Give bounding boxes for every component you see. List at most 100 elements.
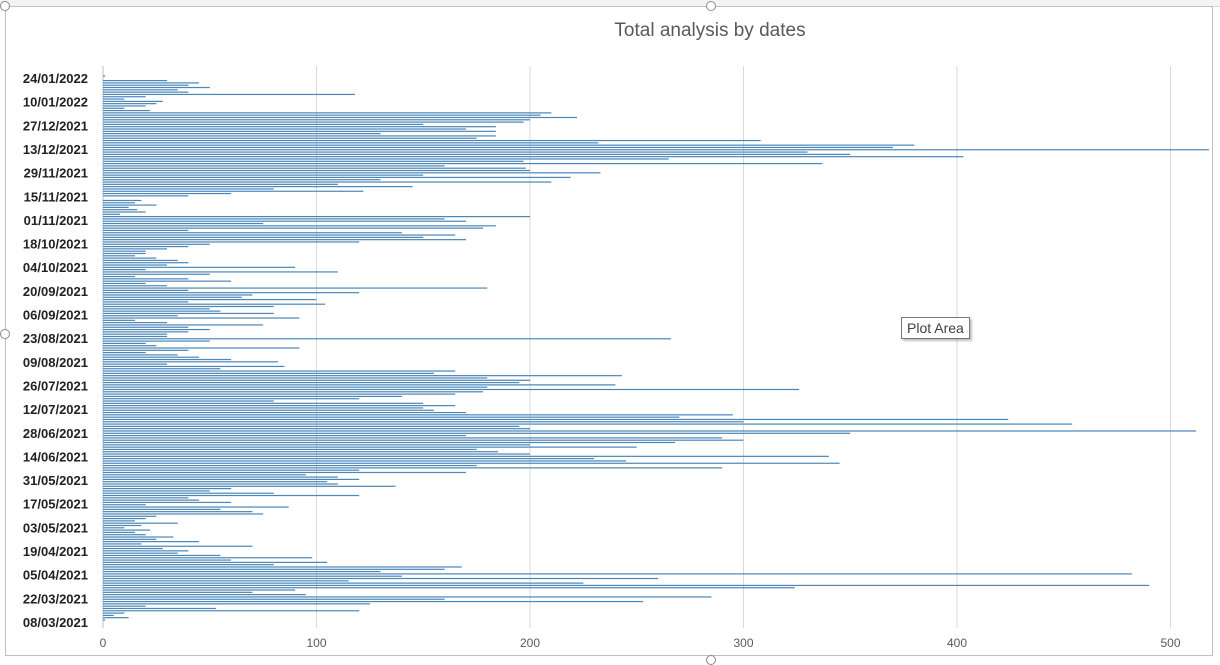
bar[interactable] [103,384,616,386]
bar[interactable] [103,126,496,128]
bar[interactable] [103,298,317,301]
bar[interactable] [103,278,189,280]
bar[interactable] [103,418,1009,421]
bar[interactable] [103,315,178,317]
bar[interactable] [103,82,200,84]
bar[interactable] [103,506,289,508]
bar[interactable] [103,213,121,215]
bar[interactable] [103,190,364,192]
resize-handle-middle-left[interactable] [0,329,10,339]
bar[interactable] [103,388,800,391]
bar[interactable] [103,425,520,427]
bar[interactable] [103,91,189,93]
bar[interactable] [103,186,413,188]
bar[interactable] [103,485,396,487]
bar[interactable] [103,195,189,197]
bar[interactable] [103,386,488,388]
bar[interactable] [103,275,136,278]
bar[interactable] [103,328,210,331]
bar[interactable] [103,517,146,520]
bar[interactable] [103,135,496,137]
bar[interactable] [103,160,524,162]
bar[interactable] [103,149,1209,151]
bar[interactable] [103,296,242,298]
bar[interactable] [103,271,338,273]
bar[interactable] [103,211,146,213]
bar[interactable] [103,455,829,457]
bar[interactable] [103,451,498,453]
bar[interactable] [103,471,466,474]
bar[interactable] [103,156,964,158]
bar[interactable] [103,564,274,566]
bar[interactable] [103,84,189,86]
bar[interactable] [103,310,221,312]
bar[interactable] [103,504,146,506]
bar[interactable] [103,119,530,121]
bar[interactable] [103,252,146,255]
bar[interactable] [103,407,424,409]
bar[interactable] [103,151,808,153]
bar[interactable] [103,391,484,393]
bar[interactable] [103,552,178,554]
bar[interactable] [103,192,232,195]
bar[interactable] [103,354,178,356]
bar[interactable] [103,377,488,379]
bar[interactable] [103,292,360,294]
bar[interactable] [103,541,200,543]
bar[interactable] [103,345,157,347]
bar[interactable] [103,121,524,123]
chart-title[interactable]: Total analysis by dates [614,20,806,41]
bar[interactable] [103,107,125,109]
bar[interactable] [103,301,189,303]
bar[interactable] [103,269,146,271]
bar[interactable] [103,573,1133,575]
bar[interactable] [103,308,210,310]
bar[interactable] [103,582,584,584]
bar[interactable] [103,464,477,467]
bar[interactable] [103,331,189,333]
bar[interactable] [103,409,434,411]
bar[interactable] [103,181,552,183]
bar[interactable] [103,322,168,324]
bar[interactable] [103,264,168,266]
bar[interactable] [103,439,744,441]
bar[interactable] [103,589,296,591]
bar[interactable] [103,340,210,342]
bar[interactable] [103,319,136,321]
bar[interactable] [103,481,328,483]
bar[interactable] [103,142,599,144]
bar[interactable] [103,241,360,243]
bar[interactable] [103,153,851,155]
resize-handle-top-center[interactable] [706,1,716,11]
bar[interactable] [103,162,823,165]
bar[interactable] [103,257,157,259]
bar[interactable] [103,600,644,603]
bar[interactable] [103,338,671,340]
bar[interactable] [103,109,150,112]
bar[interactable] [103,522,178,524]
bar[interactable] [103,356,200,358]
bar[interactable] [103,499,200,501]
bar[interactable] [103,204,157,206]
bar[interactable] [103,554,221,557]
bar[interactable] [103,158,669,160]
bar[interactable] [103,172,601,174]
bar[interactable] [103,559,232,561]
bar[interactable] [103,202,136,204]
bar[interactable] [103,529,150,531]
bar[interactable] [103,603,370,605]
bar[interactable] [103,414,733,416]
bar[interactable] [103,285,168,287]
bar[interactable] [103,557,313,559]
bar[interactable] [103,448,477,451]
bar[interactable] [103,103,157,105]
bar[interactable] [103,476,338,478]
bar[interactable] [103,188,274,190]
bar[interactable] [103,577,659,580]
bar[interactable] [103,114,541,116]
bar[interactable] [103,289,189,291]
bar[interactable] [103,259,178,262]
bar[interactable] [103,342,146,344]
bar[interactable] [103,116,577,119]
bar[interactable] [103,527,125,529]
